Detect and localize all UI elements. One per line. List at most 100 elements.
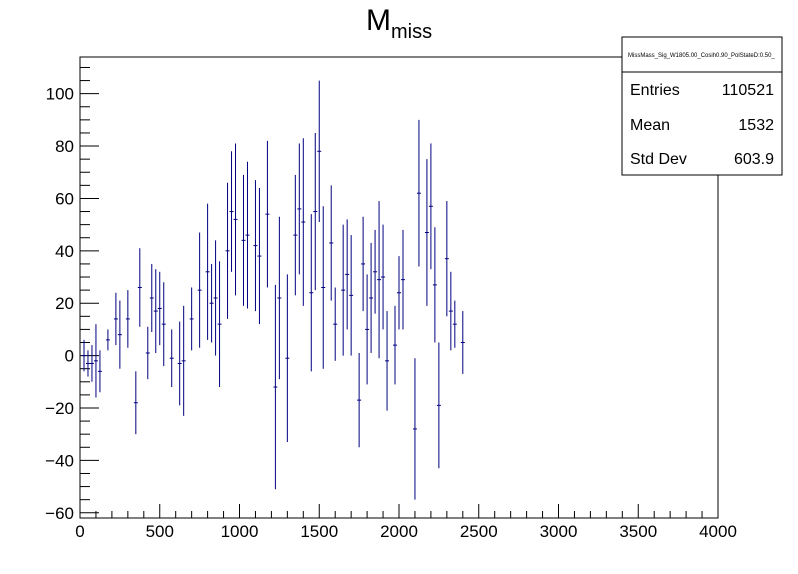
data-point — [137, 248, 142, 327]
x-tick-label: 2500 — [460, 522, 498, 541]
x-tick-label: 500 — [146, 522, 174, 541]
data-point — [357, 352, 362, 448]
y-tick-label: 80 — [55, 137, 74, 156]
data-point — [273, 284, 278, 490]
data-point — [149, 263, 154, 333]
x-tick-label: 4000 — [699, 522, 737, 541]
data-point — [317, 80, 322, 223]
data-point — [381, 224, 386, 330]
data-point — [444, 201, 449, 317]
stats-stddev-value: 603.9 — [734, 151, 774, 168]
y-tick-label: 100 — [46, 85, 74, 104]
data-point — [448, 271, 453, 351]
data-point — [385, 311, 390, 411]
data-point — [293, 174, 298, 296]
data-point — [265, 140, 270, 288]
data-point — [241, 174, 246, 306]
data-point — [153, 269, 158, 353]
chart-title-subscript: miss — [391, 21, 432, 43]
y-tick-label: −40 — [45, 451, 74, 470]
data-point — [416, 119, 421, 267]
data-point — [333, 287, 338, 361]
data-point — [205, 203, 210, 340]
data-point — [81, 339, 86, 372]
data-point — [301, 138, 306, 306]
data-point — [373, 229, 378, 314]
data-point — [400, 229, 405, 330]
stats-box-frame — [621, 36, 783, 176]
x-tick-label: 3500 — [619, 522, 657, 541]
y-axis: −60 −40 −20 0 20 40 60 80 100 — [45, 66, 99, 523]
data-point — [217, 261, 222, 388]
data-point — [105, 329, 110, 351]
x-tick-label: 0 — [75, 522, 84, 541]
chart-title-main: M — [366, 4, 391, 37]
data-point — [452, 300, 457, 348]
x-axis: 0 500 1000 1500 2000 2500 3000 3500 4000 — [75, 504, 737, 541]
data-point — [181, 305, 186, 416]
data-point — [113, 292, 118, 346]
data-point — [285, 274, 290, 443]
y-tick-label: −20 — [45, 399, 74, 418]
data-point — [85, 350, 90, 377]
data-point — [145, 326, 150, 380]
data-point — [213, 240, 218, 356]
data-point — [345, 219, 350, 330]
data-point — [297, 143, 302, 275]
y-tick-label: 0 — [65, 347, 74, 366]
stats-stddev-label: Std Dev — [630, 151, 687, 168]
chart-title: Mmiss — [366, 4, 432, 43]
stats-box-name: MissMass_Sig_W1805.00_Cosih0.90_PolState… — [628, 53, 775, 59]
data-point — [97, 350, 102, 393]
x-tick-label: 1000 — [221, 522, 259, 541]
stats-mean-value: 1532 — [738, 117, 774, 134]
data-point — [169, 329, 174, 388]
data-point — [93, 324, 98, 398]
data-point — [329, 185, 334, 301]
x-tick-label: 3000 — [540, 522, 578, 541]
y-tick-label: −60 — [45, 504, 74, 523]
stats-entries-value: 110521 — [722, 82, 774, 99]
data-point — [349, 235, 354, 356]
data-point — [369, 242, 374, 353]
data-point — [225, 182, 230, 319]
data-point — [125, 290, 130, 348]
data-point — [89, 345, 94, 382]
stats-entries-label: Entries — [630, 82, 680, 99]
data-point — [277, 216, 282, 380]
y-tick-label: 60 — [55, 189, 74, 208]
data-point — [313, 132, 318, 291]
data-point — [365, 274, 370, 385]
data-point — [209, 263, 214, 343]
data-point — [197, 232, 202, 348]
data-point — [133, 371, 138, 435]
data-point — [189, 287, 194, 351]
x-tick-label: 2000 — [380, 522, 418, 541]
data-point — [393, 305, 398, 385]
data-point — [229, 151, 234, 272]
data-point — [253, 180, 258, 312]
data-point — [412, 358, 417, 500]
data-point — [424, 159, 429, 306]
x-tick-label: 1500 — [300, 522, 338, 541]
data-point — [377, 201, 382, 359]
stats-box: MissMass_Sig_W1805.00_Cosih0.90_PolState… — [621, 36, 783, 176]
y-tick-label: 20 — [55, 294, 74, 313]
data-point — [397, 256, 401, 330]
data-point — [257, 187, 262, 325]
data-point — [161, 282, 166, 367]
data-point — [233, 143, 238, 296]
data-series — [81, 80, 465, 500]
data-point — [157, 271, 162, 346]
data-point — [341, 224, 346, 356]
data-point — [321, 206, 326, 369]
data-point — [428, 143, 433, 270]
data-point — [361, 216, 366, 312]
data-point — [117, 300, 122, 369]
data-point — [245, 161, 250, 309]
stats-mean-label: Mean — [630, 117, 670, 134]
data-point — [460, 311, 465, 374]
y-tick-label: 40 — [55, 242, 74, 261]
data-point — [309, 214, 314, 372]
